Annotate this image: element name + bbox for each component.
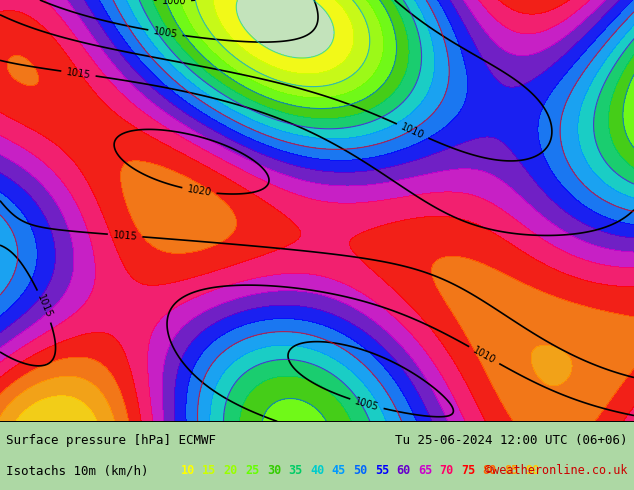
Text: 10: 10: [181, 465, 195, 477]
Text: Surface pressure [hPa] ECMWF: Surface pressure [hPa] ECMWF: [6, 434, 216, 447]
Text: 1000: 1000: [162, 0, 186, 6]
Text: 1005: 1005: [354, 396, 380, 412]
Text: 15: 15: [202, 465, 216, 477]
Text: Isotachs 10m (km/h): Isotachs 10m (km/h): [6, 465, 149, 477]
Text: 1010: 1010: [399, 122, 426, 141]
Text: 45: 45: [332, 465, 346, 477]
Text: 25: 25: [245, 465, 259, 477]
Text: 70: 70: [439, 465, 453, 477]
Text: 1015: 1015: [65, 67, 91, 80]
Text: 65: 65: [418, 465, 432, 477]
Text: 40: 40: [310, 465, 324, 477]
Text: 1020: 1020: [186, 184, 212, 198]
Text: 1015: 1015: [35, 293, 54, 319]
Text: 85: 85: [504, 465, 518, 477]
Text: 1005: 1005: [152, 26, 178, 40]
Text: 90: 90: [526, 465, 540, 477]
Text: 75: 75: [461, 465, 475, 477]
Text: 50: 50: [353, 465, 367, 477]
Text: 60: 60: [396, 465, 410, 477]
Text: ©weatheronline.co.uk: ©weatheronline.co.uk: [485, 465, 628, 477]
Text: 1010: 1010: [471, 345, 497, 366]
Text: 20: 20: [224, 465, 238, 477]
Text: 35: 35: [288, 465, 302, 477]
Text: 1015: 1015: [112, 230, 138, 242]
Text: 80: 80: [482, 465, 496, 477]
Text: 30: 30: [267, 465, 281, 477]
Text: 55: 55: [375, 465, 389, 477]
Text: Tu 25-06-2024 12:00 UTC (06+06): Tu 25-06-2024 12:00 UTC (06+06): [395, 434, 628, 447]
